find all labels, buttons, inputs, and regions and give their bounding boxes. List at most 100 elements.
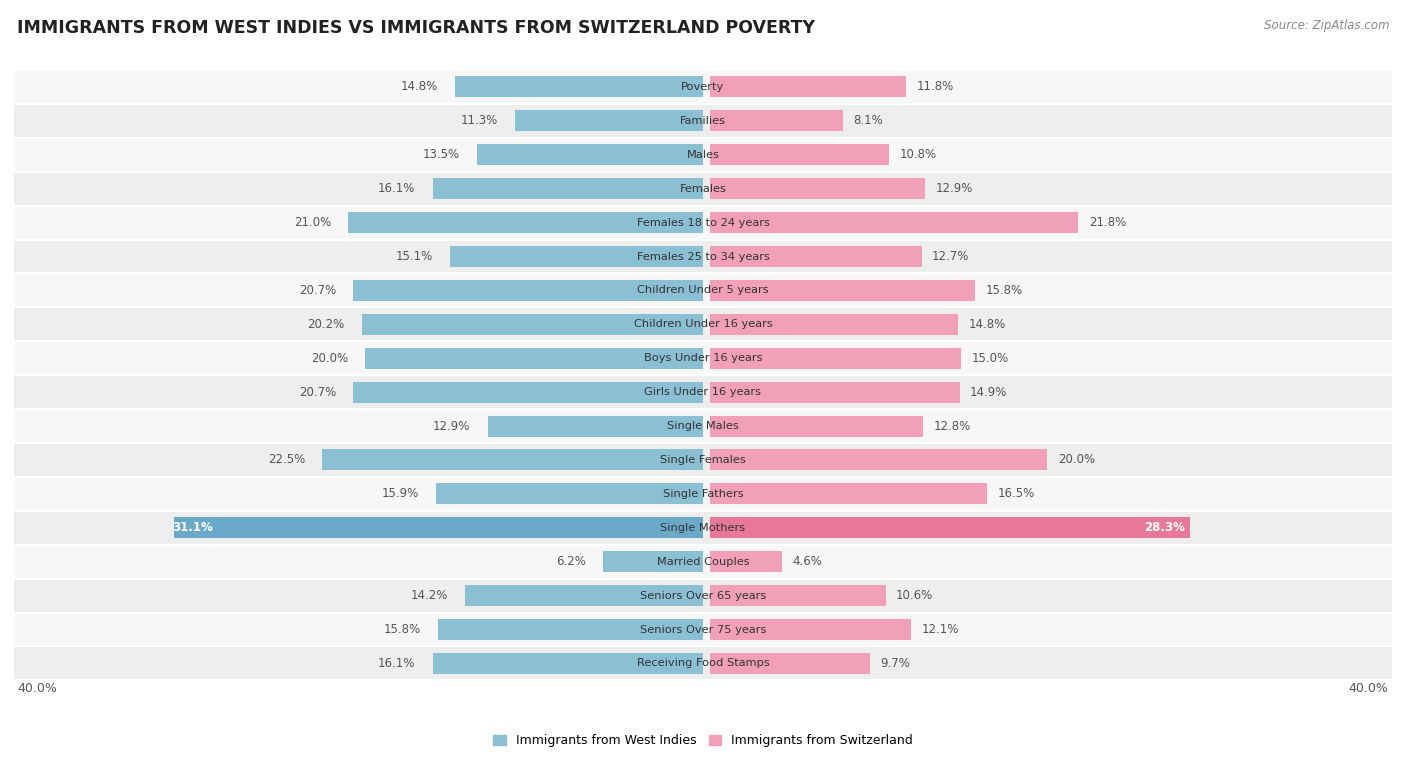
- Text: Single Males: Single Males: [666, 421, 740, 431]
- Text: 15.8%: 15.8%: [986, 284, 1022, 297]
- Text: Females 18 to 24 years: Females 18 to 24 years: [637, 218, 769, 227]
- Bar: [353, 382, 703, 402]
- Bar: [14, 409, 1392, 443]
- Text: 15.9%: 15.9%: [381, 487, 419, 500]
- Text: 4.6%: 4.6%: [793, 555, 823, 568]
- Text: Married Couples: Married Couples: [657, 556, 749, 567]
- Bar: [14, 341, 1392, 375]
- Text: 16.1%: 16.1%: [378, 657, 415, 670]
- Bar: [710, 111, 842, 131]
- Bar: [710, 415, 924, 437]
- Bar: [14, 647, 1392, 681]
- Bar: [14, 138, 1392, 172]
- Text: 16.1%: 16.1%: [378, 182, 415, 196]
- Text: 15.1%: 15.1%: [395, 250, 433, 263]
- Bar: [710, 585, 886, 606]
- Bar: [433, 178, 703, 199]
- Text: 20.2%: 20.2%: [308, 318, 344, 330]
- Text: Receiving Food Stamps: Receiving Food Stamps: [637, 659, 769, 669]
- Bar: [14, 443, 1392, 477]
- Text: 14.8%: 14.8%: [969, 318, 1005, 330]
- Bar: [710, 517, 1191, 538]
- Bar: [710, 551, 782, 572]
- Bar: [353, 280, 703, 301]
- Text: 13.5%: 13.5%: [423, 149, 460, 161]
- Bar: [366, 348, 703, 368]
- Text: 14.8%: 14.8%: [401, 80, 437, 93]
- Text: Children Under 5 years: Children Under 5 years: [637, 286, 769, 296]
- Bar: [14, 104, 1392, 138]
- Text: 6.2%: 6.2%: [555, 555, 586, 568]
- Text: Poverty: Poverty: [682, 82, 724, 92]
- Bar: [14, 274, 1392, 308]
- Bar: [433, 653, 703, 674]
- Text: 15.8%: 15.8%: [384, 623, 420, 636]
- Bar: [174, 517, 703, 538]
- Bar: [14, 70, 1392, 104]
- Bar: [436, 484, 703, 504]
- Text: 10.6%: 10.6%: [896, 589, 934, 602]
- Text: Seniors Over 65 years: Seniors Over 65 years: [640, 590, 766, 600]
- Bar: [14, 172, 1392, 205]
- Text: 12.8%: 12.8%: [934, 420, 972, 433]
- Bar: [478, 144, 703, 165]
- Bar: [14, 308, 1392, 341]
- Bar: [710, 348, 962, 368]
- Bar: [710, 314, 957, 335]
- Bar: [710, 178, 925, 199]
- Text: Source: ZipAtlas.com: Source: ZipAtlas.com: [1264, 19, 1389, 32]
- Text: 10.8%: 10.8%: [900, 149, 936, 161]
- Text: 20.0%: 20.0%: [1057, 453, 1095, 466]
- Bar: [710, 382, 960, 402]
- Text: 40.0%: 40.0%: [1348, 682, 1389, 695]
- Text: 28.3%: 28.3%: [1144, 522, 1185, 534]
- Text: 40.0%: 40.0%: [17, 682, 58, 695]
- Bar: [14, 477, 1392, 511]
- Bar: [14, 578, 1392, 612]
- Bar: [14, 205, 1392, 240]
- Text: 12.9%: 12.9%: [935, 182, 973, 196]
- Bar: [437, 619, 703, 640]
- Text: 20.0%: 20.0%: [311, 352, 349, 365]
- Text: 16.5%: 16.5%: [997, 487, 1035, 500]
- Bar: [710, 246, 922, 267]
- Text: IMMIGRANTS FROM WEST INDIES VS IMMIGRANTS FROM SWITZERLAND POVERTY: IMMIGRANTS FROM WEST INDIES VS IMMIGRANT…: [17, 19, 815, 37]
- Text: 9.7%: 9.7%: [880, 657, 910, 670]
- Bar: [14, 240, 1392, 274]
- Text: Single Mothers: Single Mothers: [661, 523, 745, 533]
- Text: 12.7%: 12.7%: [932, 250, 970, 263]
- Text: 14.2%: 14.2%: [411, 589, 449, 602]
- Bar: [603, 551, 703, 572]
- Bar: [14, 375, 1392, 409]
- Text: 31.1%: 31.1%: [173, 522, 214, 534]
- Text: Males: Males: [686, 150, 720, 160]
- Text: 12.1%: 12.1%: [922, 623, 959, 636]
- Text: Families: Families: [681, 116, 725, 126]
- Bar: [710, 449, 1047, 471]
- Legend: Immigrants from West Indies, Immigrants from Switzerland: Immigrants from West Indies, Immigrants …: [488, 729, 918, 753]
- Bar: [456, 77, 703, 98]
- Text: 11.8%: 11.8%: [917, 80, 953, 93]
- Bar: [349, 212, 703, 233]
- Bar: [450, 246, 703, 267]
- Text: Girls Under 16 years: Girls Under 16 years: [644, 387, 762, 397]
- Text: 21.8%: 21.8%: [1088, 216, 1126, 229]
- Text: 22.5%: 22.5%: [269, 453, 305, 466]
- Bar: [710, 619, 911, 640]
- Bar: [515, 111, 703, 131]
- Text: 14.9%: 14.9%: [970, 386, 1007, 399]
- Bar: [710, 212, 1078, 233]
- Bar: [710, 144, 889, 165]
- Text: Seniors Over 75 years: Seniors Over 75 years: [640, 625, 766, 634]
- Bar: [710, 77, 907, 98]
- Bar: [488, 415, 703, 437]
- Text: Females 25 to 34 years: Females 25 to 34 years: [637, 252, 769, 262]
- Bar: [710, 280, 976, 301]
- Bar: [14, 612, 1392, 647]
- Bar: [14, 511, 1392, 545]
- Text: Single Fathers: Single Fathers: [662, 489, 744, 499]
- Text: 20.7%: 20.7%: [299, 386, 336, 399]
- Text: Children Under 16 years: Children Under 16 years: [634, 319, 772, 329]
- Bar: [361, 314, 703, 335]
- Text: 21.0%: 21.0%: [294, 216, 330, 229]
